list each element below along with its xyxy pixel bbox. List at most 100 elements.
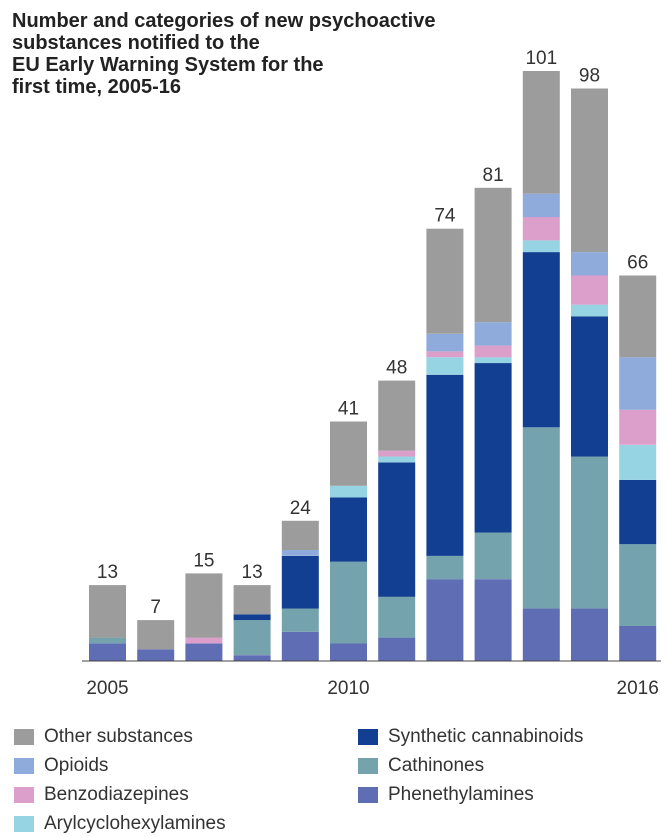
bar-total-label: 41 — [338, 399, 359, 420]
bar-segment — [426, 555, 464, 580]
x-tick-label: 2016 — [617, 678, 659, 699]
bar-segment — [426, 228, 464, 334]
legend-label: Other substances — [44, 726, 193, 747]
bar-segment — [571, 608, 608, 661]
bar-segment — [522, 427, 560, 609]
legend-label: Benzodiazepines — [44, 784, 189, 805]
bar-segment — [233, 655, 271, 661]
bar-segment — [522, 193, 560, 218]
legend-swatch — [14, 729, 34, 745]
bar-segment — [330, 421, 367, 486]
bar-segment — [619, 275, 657, 358]
bar-segment — [474, 345, 512, 358]
bar-segment — [619, 409, 657, 445]
bar-segment — [426, 357, 464, 375]
bar-total-label: 74 — [434, 206, 456, 227]
bar-total-label: 101 — [525, 48, 557, 69]
bar-segment — [571, 275, 608, 305]
bar-segment — [233, 614, 271, 621]
bar-segment — [522, 240, 560, 253]
legend-item: Opioids — [14, 753, 108, 779]
legend-item: Arylcyclohexylamines — [14, 811, 226, 837]
legend-label: Cathinones — [388, 755, 485, 776]
bar-segment — [426, 351, 464, 358]
legend-label: Arylcyclohexylamines — [44, 813, 226, 834]
chart-title-line: substances notified to the — [12, 32, 260, 54]
legend-swatch — [14, 758, 34, 774]
bar-segment — [522, 217, 560, 241]
bar-segment — [185, 573, 223, 638]
bar-segment — [330, 643, 367, 661]
bar-segment — [474, 363, 512, 533]
bar-segment — [426, 579, 464, 661]
chart-title: Number and categories of new psychoactiv… — [12, 10, 482, 98]
legend-swatch — [358, 758, 378, 774]
bar-segment — [474, 532, 512, 580]
bar-total-label: 98 — [579, 66, 600, 87]
bar-segment — [378, 450, 416, 457]
bar-segment — [474, 322, 512, 346]
bar-segment — [281, 550, 319, 556]
bar-segment — [281, 555, 319, 609]
bar-segment — [330, 561, 367, 644]
bar-segment — [474, 187, 512, 323]
bar-total-label: 15 — [193, 550, 214, 571]
bar-total-label: 81 — [483, 165, 504, 186]
x-tick-label: 2005 — [86, 678, 128, 699]
total-labels: 13 7 15 13 24 41 48 74 81 101 98 66 — [97, 48, 648, 618]
bar-segment — [233, 620, 271, 656]
bar-segment — [571, 252, 608, 276]
bar-segment — [137, 649, 175, 661]
bar-segment — [378, 456, 416, 463]
bar-segment — [619, 544, 657, 626]
legend-swatch — [14, 816, 34, 832]
bar-segment — [185, 637, 223, 644]
bar-total-label: 24 — [290, 498, 312, 519]
chart-title-line: Number and categories of new psychoactiv… — [12, 10, 436, 32]
legend-label: Phenethylamines — [388, 784, 534, 805]
bar-segment — [330, 497, 367, 562]
legend-swatch — [358, 787, 378, 803]
bar-segment — [426, 374, 464, 556]
bar-segment — [137, 620, 175, 650]
legend-item: Cathinones — [358, 753, 484, 779]
bar-total-label: 13 — [242, 562, 263, 583]
legend-item: Synthetic cannabinoids — [358, 724, 583, 750]
chart-title-line: EU Early Warning System for the — [12, 54, 324, 76]
bar-segment — [378, 462, 416, 597]
legend-label: Opioids — [44, 755, 109, 776]
bar-segment — [89, 643, 126, 661]
legend-swatch — [14, 787, 34, 803]
bar-segment — [89, 585, 126, 638]
bar-segment — [571, 88, 608, 253]
bar-segment — [522, 252, 560, 428]
bar-segment — [426, 333, 464, 352]
bar-segment — [233, 585, 271, 615]
chart-title-line: first time, 2005-16 — [12, 76, 181, 98]
bar-segment — [619, 444, 657, 480]
bar-segment — [571, 304, 608, 317]
legend-item: Benzodiazepines — [14, 782, 189, 808]
legend-swatch — [358, 729, 378, 745]
bar-segment — [522, 71, 560, 194]
bar-segment — [619, 357, 657, 410]
bar-segment — [619, 626, 657, 661]
bar-total-label: 7 — [150, 597, 161, 618]
bar-segment — [522, 608, 560, 661]
stacked-bar-chart: 13 7 15 13 24 41 48 74 81 101 98 66 2005 2010 2016 — [82, 48, 661, 699]
bar-segment — [378, 637, 416, 661]
bar-segment — [378, 596, 416, 638]
bar-segment — [281, 608, 319, 632]
bar-segment — [185, 643, 223, 661]
bar-segment — [281, 631, 319, 661]
x-tick-label: 2010 — [327, 678, 369, 699]
bar-segment — [571, 456, 608, 609]
bar-total-label: 66 — [627, 253, 648, 274]
bar-segment — [281, 520, 319, 550]
bar-segment — [330, 485, 367, 498]
legend-item: Other substances — [14, 724, 193, 750]
bar-total-label: 48 — [386, 358, 407, 379]
bar-segment — [619, 479, 657, 545]
x-tick-labels: 2005 2010 2016 — [86, 678, 658, 699]
legend-label: Synthetic cannabinoids — [388, 726, 584, 747]
